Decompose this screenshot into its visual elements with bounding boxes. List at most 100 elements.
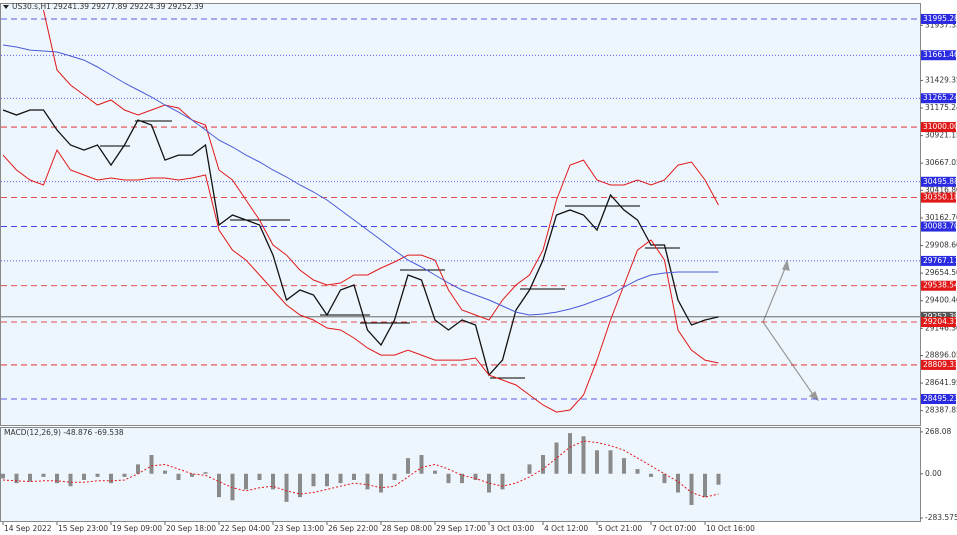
x-tick-label: 3 Oct 03:00 [490, 524, 534, 533]
macd-bar [95, 473, 100, 477]
x-tick-label: 23 Sep 13:00 [274, 524, 324, 533]
macd-bar [163, 470, 167, 474]
macd-bar [487, 473, 491, 493]
level-box [921, 50, 956, 61]
x-tick-label: 19 Sep 09:00 [112, 524, 162, 533]
x-tick-label: 26 Sep 22:00 [328, 524, 378, 533]
macd-bar [581, 436, 586, 474]
menu-icon[interactable] [3, 5, 9, 9]
level-label: 30495.88 [923, 177, 957, 186]
macd-y-tick-label: -283.575 [925, 513, 957, 522]
macd-bar [662, 473, 667, 484]
macd-bar [392, 473, 397, 480]
x-tick-label: 14 Sep 2022 [4, 524, 52, 533]
y-tick-label: 30416.80 [925, 185, 957, 194]
forecast-arrows [762, 259, 820, 402]
y-tick-label: 28896.05 [925, 351, 957, 360]
x-tick-label: 28 Sep 08:00 [382, 524, 432, 533]
macd-bar [68, 473, 73, 487]
series-line [2, 109, 719, 377]
macd-bar [122, 473, 127, 477]
macd-bar [82, 473, 86, 480]
level-box [921, 176, 956, 187]
macd-bar [635, 469, 640, 474]
macd-bar [500, 473, 505, 490]
x-tick-label: 22 Sep 04:00 [220, 524, 270, 533]
macd-bar [136, 464, 140, 474]
level-label: 29252.39 [923, 312, 957, 321]
x-tick-label: 10 Oct 16:00 [706, 524, 755, 533]
arrow-head [782, 259, 790, 271]
macd-bar [176, 473, 181, 480]
arrow-head [808, 391, 820, 402]
y-tick-label: 28387.85 [925, 406, 957, 415]
macd-bar [554, 442, 559, 474]
chart-title: US30.s,H1 29241.39 29277.89 29224.39 292… [12, 2, 204, 11]
macd-bar [190, 473, 194, 477]
macd-bar [271, 473, 275, 490]
level-label: 31661.46 [923, 50, 957, 59]
macd-bar [568, 433, 572, 474]
macd-bar [149, 455, 154, 474]
macd-bar [55, 473, 59, 484]
level-label: 28495.23 [923, 394, 957, 403]
level-label: 29204.37 [923, 317, 957, 326]
macd-bar [689, 473, 694, 505]
series-line [2, 149, 719, 413]
level-label: 30083.70 [923, 222, 957, 231]
series-line [2, 44, 719, 316]
level-box [921, 221, 956, 232]
range-segments [100, 120, 680, 379]
macd-bar [311, 473, 316, 487]
level-label: 31265.24 [923, 93, 957, 102]
macd-bar [446, 473, 451, 484]
macd-y-tick-label: 268.08 [925, 427, 951, 436]
y-tick-label: 29400.40 [925, 296, 957, 305]
macd-bar [608, 450, 613, 474]
y-tick-label: 31429.35 [925, 75, 957, 84]
macd-bar [365, 473, 370, 490]
level-label: 30350.18 [923, 193, 957, 202]
y-tick-label: 28641.95 [925, 378, 957, 387]
level-label: 29767.17 [923, 256, 957, 265]
level-box [921, 13, 956, 24]
x-tick-label: 29 Sep 17:00 [436, 524, 486, 533]
macd-bar [406, 458, 410, 474]
level-box [921, 93, 956, 104]
x-tick-label: 5 Oct 21:00 [598, 524, 642, 533]
macd-bar [595, 450, 599, 474]
level-box [921, 192, 956, 203]
macd-bar [217, 473, 221, 498]
level-box [921, 317, 956, 328]
macd-bar [433, 470, 437, 474]
macd-bar [649, 473, 653, 477]
level-box [921, 122, 956, 133]
x-tick-label: 7 Oct 07:00 [652, 524, 696, 533]
arrow-down [762, 321, 815, 397]
macd-bar [379, 473, 383, 493]
macd-bar [230, 473, 235, 501]
level-box [921, 280, 956, 291]
y-tick-label: 30921.15 [925, 131, 957, 140]
macd-y-tick-label: 0.00 [925, 469, 942, 478]
macd-bar [203, 472, 208, 474]
macd-bar [473, 473, 478, 480]
macd-bar [419, 455, 424, 474]
x-tick-label: 15 Sep 23:00 [58, 524, 108, 533]
macd-bar [338, 473, 343, 484]
macd-bar [325, 473, 329, 487]
macd-bar [257, 473, 262, 480]
macd-bar [622, 458, 626, 474]
x-tick-label: 20 Sep 18:00 [166, 524, 216, 533]
macd-bar [41, 473, 46, 477]
level-box [921, 359, 956, 370]
macd-bar [14, 473, 19, 484]
macd-bar [244, 473, 248, 490]
macd-bar [716, 473, 721, 485]
macd-bar [298, 473, 302, 498]
y-tick-label: 29908.60 [925, 241, 957, 250]
y-tick-label: 29654.50 [925, 268, 957, 277]
y-tick-label: 29146.30 [925, 323, 957, 332]
y-tick-label: 31175.24 [925, 103, 957, 112]
